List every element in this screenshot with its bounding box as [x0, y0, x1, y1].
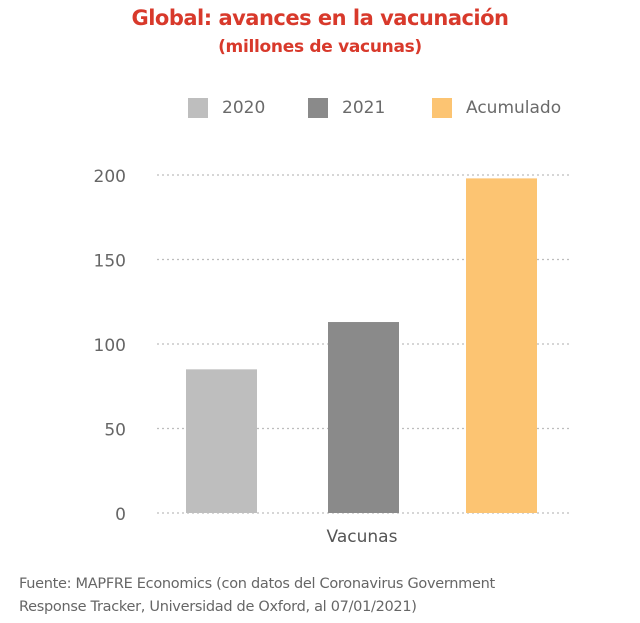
source-line-2: Response Tracker, Universidad de Oxford,… — [19, 599, 417, 615]
legend-swatch-2020 — [188, 98, 208, 118]
bar-2020 — [186, 369, 257, 513]
source-note: Fuente: MAPFRE Economics (con datos del … — [19, 573, 495, 619]
y-tick-label-0: 0 — [115, 505, 126, 525]
y-tick-label-50: 50 — [104, 421, 126, 441]
y-tick-label-100: 100 — [94, 336, 126, 356]
legend-item-acumulado: Acumulado — [432, 96, 561, 120]
bar-2021 — [328, 322, 399, 513]
legend-swatch-acumulado — [432, 98, 452, 118]
source-line-1: Fuente: MAPFRE Economics (con datos del … — [19, 576, 495, 592]
chart-title: Global: avances en la vacunación — [131, 6, 509, 30]
legend-label-acumulado: Acumulado — [466, 98, 562, 118]
y-tick-label-200: 200 — [94, 167, 126, 187]
legend-item-2020: 2020 — [188, 96, 265, 120]
y-axis-ticks: 0 50 100 150 200 — [94, 167, 126, 525]
bars — [186, 178, 537, 513]
chart-subtitle: (millones de vacunas) — [218, 37, 422, 57]
bar-acumulado — [466, 178, 537, 513]
legend-label-2020: 2020 — [222, 98, 266, 118]
legend-swatch-2021 — [308, 98, 328, 118]
y-tick-label-150: 150 — [94, 252, 126, 272]
legend-item-2021: 2021 — [308, 96, 385, 120]
x-axis-label: Vacunas — [327, 527, 398, 547]
legend-label-2021: 2021 — [342, 98, 386, 118]
